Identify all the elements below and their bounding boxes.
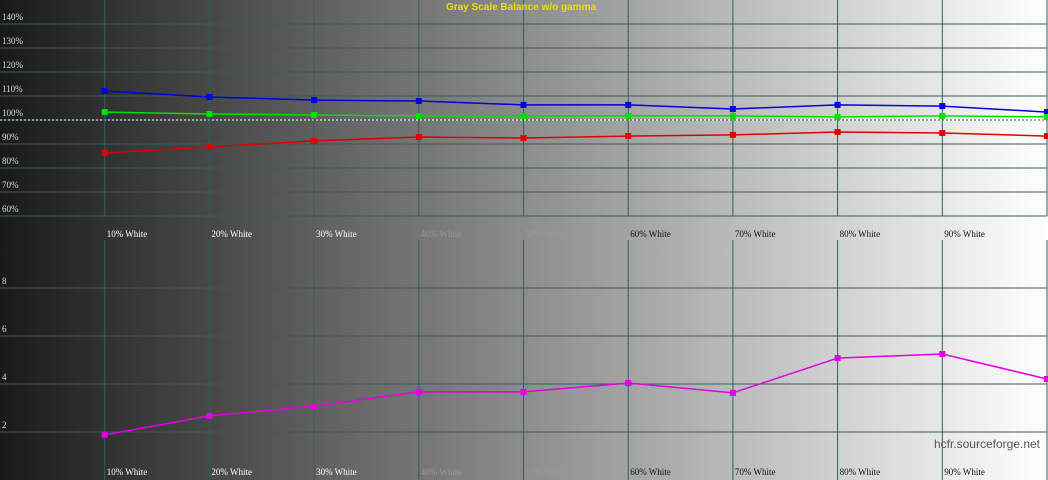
data-point xyxy=(206,412,213,419)
y-tick-label: 100% xyxy=(2,108,24,118)
x-tick-label: 40% White xyxy=(421,229,462,239)
y-tick-label: 2 xyxy=(2,420,7,430)
x-tick-label: 30% White xyxy=(316,229,357,239)
y-tick-label: 8 xyxy=(2,276,7,286)
data-point xyxy=(939,103,946,110)
data-point xyxy=(101,87,108,94)
data-point xyxy=(415,388,422,395)
x-tick-label: 90% White xyxy=(944,467,985,477)
data-point xyxy=(625,112,632,119)
y-tick-label: 4 xyxy=(2,372,7,382)
x-tick-label: 40% White xyxy=(421,467,462,477)
data-point xyxy=(101,431,108,438)
x-tick-label: 80% White xyxy=(840,467,881,477)
y-tick-label: 120% xyxy=(2,60,24,70)
x-tick-label: 20% White xyxy=(211,229,252,239)
data-point xyxy=(625,133,632,140)
data-point xyxy=(101,109,108,116)
x-tick-label: 20% White xyxy=(211,467,252,477)
data-point xyxy=(520,135,527,141)
data-point xyxy=(1044,113,1048,120)
data-point xyxy=(1044,109,1048,116)
data-point xyxy=(101,149,108,156)
data-point xyxy=(834,129,841,135)
data-point xyxy=(311,111,318,118)
data-point xyxy=(520,112,527,119)
data-point xyxy=(834,113,841,120)
data-point xyxy=(625,380,632,387)
data-point xyxy=(520,388,527,395)
x-tick-label: 10% White xyxy=(107,467,148,477)
data-point xyxy=(1044,133,1048,140)
data-point xyxy=(939,112,946,119)
watermark: hcfr.sourceforge.net xyxy=(934,437,1041,451)
data-point xyxy=(415,134,422,141)
x-tick-label: 70% White xyxy=(735,467,776,477)
y-tick-label: 80% xyxy=(2,156,19,166)
data-point xyxy=(415,98,422,105)
x-tick-label: 50% White xyxy=(526,229,567,239)
data-point xyxy=(311,403,318,410)
data-point xyxy=(206,111,213,117)
y-tick-label: 6 xyxy=(2,324,7,334)
data-point xyxy=(729,112,736,119)
series-line xyxy=(104,353,1048,436)
data-point xyxy=(729,105,736,112)
data-point xyxy=(311,97,318,104)
data-point xyxy=(939,351,946,357)
y-tick-label: 130% xyxy=(2,36,24,46)
y-tick-label: 90% xyxy=(2,132,19,142)
data-point xyxy=(834,355,841,362)
x-tick-label: 80% White xyxy=(840,229,881,239)
series-line xyxy=(104,90,1048,113)
data-point xyxy=(520,101,527,108)
data-point xyxy=(311,137,318,144)
data-point xyxy=(1044,375,1048,382)
chart-title: Gray Scale Balance w/o gamma xyxy=(446,2,597,13)
data-point xyxy=(729,131,736,138)
x-tick-label: 10% White xyxy=(107,229,148,239)
data-point xyxy=(939,129,946,136)
data-point xyxy=(206,93,213,100)
y-tick-label: 60% xyxy=(2,204,19,214)
x-tick-label: 30% White xyxy=(316,467,357,477)
data-point xyxy=(729,389,736,396)
series-line xyxy=(104,111,1048,118)
series-line xyxy=(104,131,1048,154)
y-tick-label: 140% xyxy=(2,12,24,22)
data-point xyxy=(625,101,632,108)
x-tick-label: 70% White xyxy=(735,229,776,239)
data-point xyxy=(834,101,841,108)
data-point xyxy=(415,112,422,119)
x-tick-label: 60% White xyxy=(630,467,671,477)
y-tick-label: 70% xyxy=(2,180,19,190)
x-tick-label: 60% White xyxy=(630,229,671,239)
x-tick-label: 90% White xyxy=(944,229,985,239)
x-tick-label: 50% White xyxy=(526,467,567,477)
data-point xyxy=(206,143,213,150)
y-tick-label: 110% xyxy=(2,84,23,94)
